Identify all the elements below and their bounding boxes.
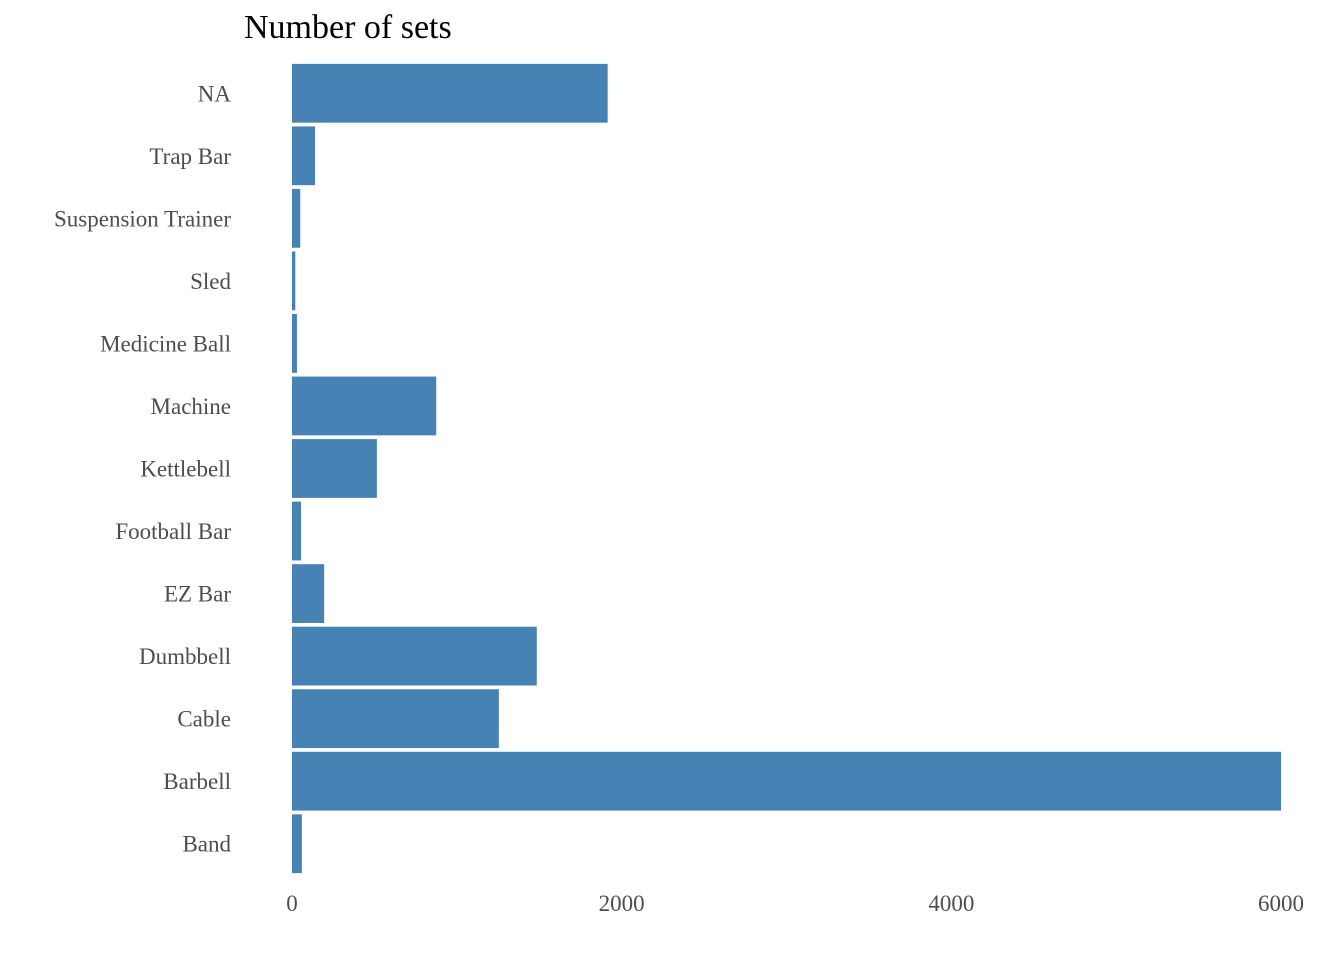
bar-cable [292, 689, 499, 749]
bar-trap-bar [292, 126, 316, 186]
bar-sled [292, 251, 296, 311]
bar-suspension-trainer [292, 188, 301, 248]
bars-group [292, 63, 1281, 874]
x-tick-label: 0 [286, 891, 298, 916]
category-label-na: NA [198, 81, 232, 106]
category-label-kettlebell: Kettlebell [140, 457, 231, 482]
category-label-barbell: Barbell [163, 769, 231, 794]
bar-na [292, 63, 608, 123]
category-label-trap-bar: Trap Bar [149, 144, 231, 169]
category-label-medicine-ball: Medicine Ball [100, 331, 231, 356]
x-tick-label: 2000 [599, 891, 645, 916]
x-tick-label: 6000 [1258, 891, 1304, 916]
category-labels: Band Barbell Cable Dumbbell EZ Bar Football B… [54, 81, 231, 856]
bar-ez-bar [292, 564, 325, 623]
category-label-ez-bar: EZ Bar [164, 582, 231, 607]
category-label-football-bar: Football Bar [115, 519, 231, 544]
bar-band [292, 814, 302, 874]
category-label-suspension-trainer: Suspension Trainer [54, 206, 231, 231]
chart-title: Number of sets [244, 9, 452, 46]
category-label-dumbbell: Dumbbell [139, 644, 231, 669]
category-label-sled: Sled [190, 269, 231, 294]
bar-barbell [292, 751, 1281, 811]
bar-dumbbell [292, 626, 537, 686]
bar-kettlebell [292, 439, 377, 498]
category-label-cable: Cable [177, 707, 231, 732]
x-axis-ticks: 0 2000 4000 6000 [286, 891, 1304, 916]
bar-machine [292, 376, 437, 436]
bar-medicine-ball [292, 314, 297, 373]
category-label-machine: Machine [151, 394, 231, 419]
bar-football-bar [292, 501, 302, 561]
x-tick-label: 4000 [928, 891, 974, 916]
category-label-band: Band [182, 832, 231, 857]
